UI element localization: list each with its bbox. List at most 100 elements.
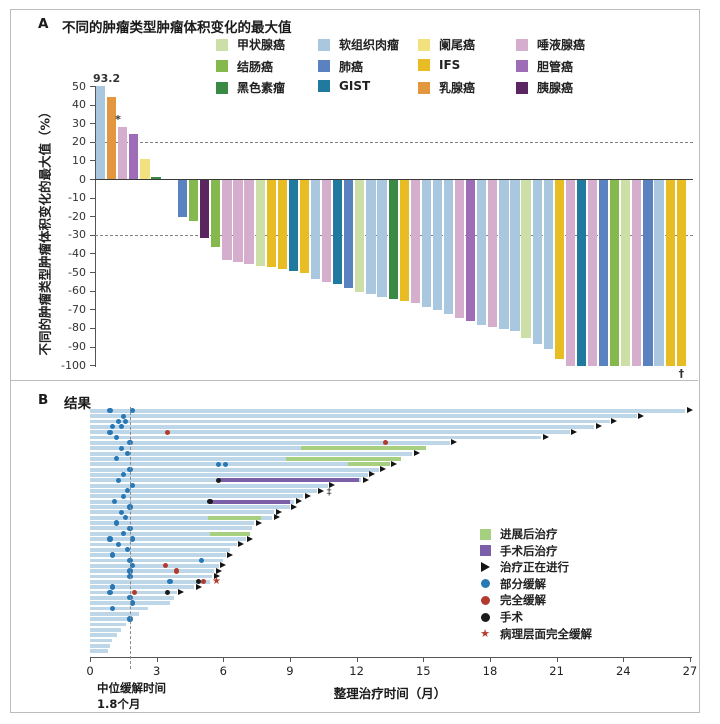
swimmer-plot: ‡ ★	[90, 407, 696, 657]
pr-dot	[120, 472, 126, 478]
waterfall-bar-lung	[643, 180, 653, 367]
swimmer-lane	[90, 638, 113, 643]
waterfall-bar-soft_tissue	[477, 180, 487, 326]
swimmer-lane	[90, 414, 637, 419]
panel-a-title: 不同的肿瘤类型肿瘤体积变化的最大值	[62, 20, 292, 36]
waterfall-bar-ifs	[665, 180, 675, 367]
legend-label-breast: 乳腺癌	[439, 81, 476, 95]
swimmer-lane	[90, 473, 368, 477]
swimmer-lane	[90, 510, 275, 515]
waterfall-bar-soft_tissue	[443, 180, 454, 314]
swimmer-lane	[90, 515, 273, 520]
pr-dot	[127, 504, 133, 510]
dot-glyph	[480, 595, 490, 605]
ongoing-arrow-icon	[215, 567, 222, 574]
y-tick-mark	[90, 160, 95, 162]
x-tick-mark	[156, 657, 158, 662]
ongoing-arrow-icon	[304, 492, 311, 499]
ongoing-arrow-icon	[227, 551, 234, 558]
ongoing-arrow-icon	[295, 498, 302, 505]
pr-dot	[127, 573, 133, 579]
y-tick-label: 30	[72, 116, 86, 130]
pr-dot	[129, 536, 135, 542]
x-tick-label: 15	[415, 664, 431, 678]
pr-dot	[109, 424, 115, 430]
waterfall-bar-melanoma	[388, 180, 398, 300]
y-tick-label: -20	[68, 209, 86, 223]
pr-dot	[127, 568, 133, 574]
surg-dot	[216, 477, 222, 483]
x-axis-line	[90, 657, 692, 658]
pr-dot	[216, 461, 222, 467]
legend-label-melanoma: 黑色素瘤	[237, 81, 286, 95]
ongoing-arrow-icon	[362, 476, 369, 483]
waterfall-bar-salivary	[410, 180, 420, 303]
ongoing-arrow-icon	[542, 434, 549, 441]
x-tick-label: 12	[349, 664, 364, 678]
ongoing-arrow-icon	[195, 583, 202, 590]
pr-dot	[111, 498, 118, 505]
asterisk-note: *	[115, 112, 121, 126]
y-tick-label: -70	[68, 302, 86, 316]
x-tick-label: 27	[682, 664, 698, 678]
dot-legend-icon	[478, 595, 492, 605]
cr-dot	[165, 429, 171, 435]
x-tick-mark	[489, 657, 491, 662]
pr-dot	[125, 547, 131, 553]
salivary-swatch-icon	[516, 38, 528, 51]
y-tick-mark	[90, 365, 95, 367]
pr-dot	[127, 557, 133, 563]
ongoing-arrow-icon	[595, 423, 602, 430]
x-tick-label: 21	[549, 664, 564, 678]
waterfall-bar-colon	[189, 180, 199, 221]
swimmer-lane	[90, 521, 255, 525]
y-tick-mark	[90, 253, 95, 255]
ongoing-arrow-icon	[380, 466, 387, 473]
dot-legend-icon	[478, 579, 492, 589]
waterfall-bar-ifs	[277, 180, 287, 270]
waterfall-bar-salivary	[222, 180, 232, 261]
panel-b-title: 结果	[64, 396, 91, 412]
y-tick-label: -80	[68, 321, 86, 335]
swimmer-lane	[90, 611, 139, 616]
legend-item-appendix: 阑尾癌	[418, 36, 475, 53]
gist-swatch-icon	[318, 80, 330, 92]
lung-swatch-icon	[318, 60, 330, 72]
swimmer-lane	[90, 553, 226, 557]
pcr-star-icon: ★	[211, 575, 221, 587]
cr-dot	[162, 563, 169, 569]
waterfall-bar-melanoma	[151, 177, 161, 179]
ongoing-arrow-icon	[291, 503, 298, 510]
ongoing-arrow-icon	[638, 412, 645, 419]
waterfall-bar-ifs	[299, 180, 310, 274]
y-tick-mark	[90, 86, 95, 87]
cr-dot	[131, 589, 138, 595]
y-tick-mark	[90, 272, 95, 274]
cr-dot	[382, 440, 389, 446]
panel-b-x-axis-label: 整理治疗时间（月）	[333, 686, 447, 701]
x-tick-label: 0	[86, 664, 94, 678]
ongoing-arrow-icon	[255, 519, 262, 526]
legend-label-salivary: 唾液腺癌	[537, 38, 586, 52]
y-tick-mark	[90, 346, 95, 348]
waterfall-bar-salivary	[233, 180, 243, 262]
post-progression-segment	[347, 462, 390, 467]
post-progression-segment	[207, 515, 262, 520]
square-swatch	[479, 528, 491, 540]
x-tick-label: 24	[615, 664, 631, 678]
appendix-swatch-icon	[418, 38, 430, 51]
pr-dot	[114, 456, 120, 462]
y-tick-mark	[90, 197, 95, 199]
y-tick-mark	[90, 123, 95, 125]
ongoing-arrow-icon	[247, 535, 254, 542]
swimmer-lane	[90, 526, 253, 531]
pr-dot	[125, 450, 131, 457]
soft_tissue-swatch-icon	[318, 38, 330, 51]
x-tick-label: 6	[219, 664, 227, 678]
pr-dot	[127, 466, 133, 473]
legend-label-b-4: 完全缓解	[500, 593, 546, 608]
pr-dot	[127, 440, 133, 446]
ongoing-arrow-icon	[178, 588, 185, 595]
ongoing-arrow-icon	[238, 540, 245, 547]
